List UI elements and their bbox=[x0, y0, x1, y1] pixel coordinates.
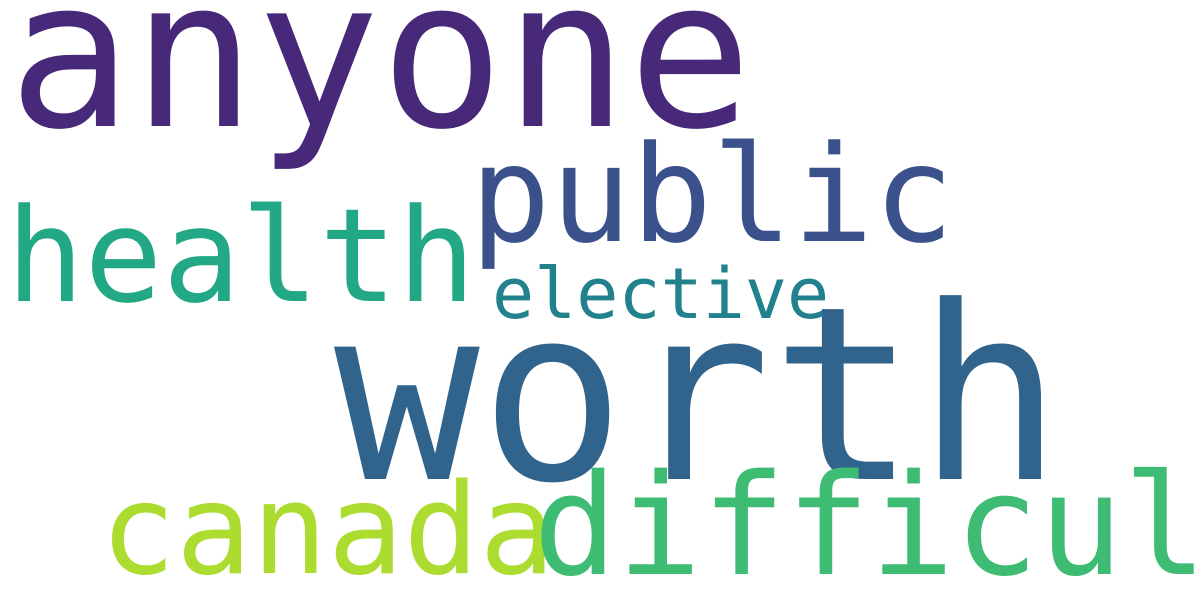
word-anyone: anyone bbox=[8, 0, 753, 175]
word-difficult: difficult bbox=[533, 445, 1200, 600]
word-worth: worth bbox=[334, 255, 1063, 537]
word-canada: canada bbox=[100, 456, 556, 600]
word-public: public bbox=[470, 117, 955, 273]
word-elective: elective bbox=[492, 253, 830, 335]
word-health: health bbox=[6, 180, 476, 332]
